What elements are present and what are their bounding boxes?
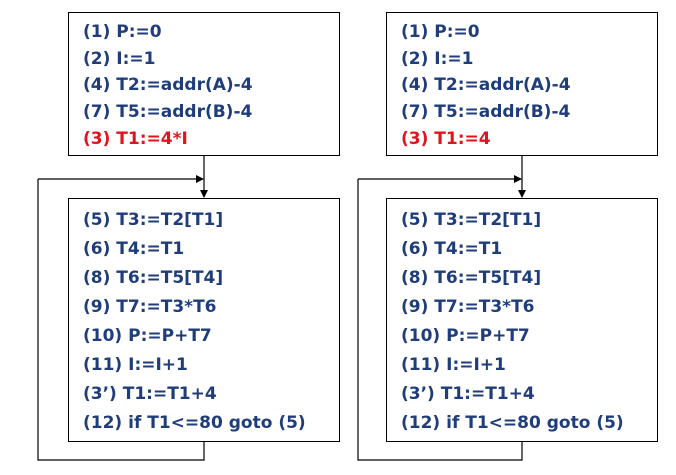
left-init-line-3: (4) T2:=addr(A)-4 bbox=[83, 75, 253, 95]
left-loop-line-7: (3’) T1:=T1+4 bbox=[83, 384, 217, 404]
right-loop-line-5: (10) P:=P+T7 bbox=[401, 326, 530, 346]
left-loop-line-4: (9) T7:=T3*T6 bbox=[83, 297, 217, 317]
left-loop-line-3: (8) T6:=T5[T4] bbox=[83, 268, 224, 288]
left-init-line-2: (2) I:=1 bbox=[83, 49, 156, 69]
right-loop-line-2: (6) T4:=T1 bbox=[401, 239, 503, 259]
right-back-edge bbox=[357, 179, 523, 461]
right-loop-block: (5) T3:=T2[T1] (6) T4:=T1 (8) T6:=T5[T4]… bbox=[386, 198, 658, 442]
right-loop-line-4: (9) T7:=T3*T6 bbox=[401, 297, 535, 317]
left-init-line-4: (7) T5:=addr(B)-4 bbox=[83, 102, 253, 122]
left-loop-line-6: (11) I:=I+1 bbox=[83, 355, 188, 375]
left-init-line-1: (1) P:=0 bbox=[83, 22, 162, 42]
left-init-block: (1) P:=0 (2) I:=1 (4) T2:=addr(A)-4 (7) … bbox=[68, 12, 340, 156]
right-loop-line-6: (11) I:=I+1 bbox=[401, 355, 506, 375]
right-init-line-5: (3) T1:=4 bbox=[401, 129, 491, 149]
left-loop-line-2: (6) T4:=T1 bbox=[83, 239, 185, 259]
left-loop-line-5: (10) P:=P+T7 bbox=[83, 326, 212, 346]
left-init-line-5: (3) T1:=4*I bbox=[83, 129, 188, 149]
left-back-edge bbox=[37, 179, 205, 461]
right-init-line-4: (7) T5:=addr(B)-4 bbox=[401, 102, 571, 122]
left-loop-line-1: (5) T3:=T2[T1] bbox=[83, 210, 224, 230]
right-init-block: (1) P:=0 (2) I:=1 (4) T2:=addr(A)-4 (7) … bbox=[386, 12, 658, 156]
right-loop-line-1: (5) T3:=T2[T1] bbox=[401, 210, 542, 230]
right-init-line-2: (2) I:=1 bbox=[401, 49, 474, 69]
right-loop-line-7: (3’) T1:=T1+4 bbox=[401, 384, 535, 404]
left-loop-line-8: (12) if T1<=80 goto (5) bbox=[83, 413, 306, 433]
left-loop-block: (5) T3:=T2[T1] (6) T4:=T1 (8) T6:=T5[T4]… bbox=[68, 198, 340, 442]
right-loop-line-8: (12) if T1<=80 goto (5) bbox=[401, 413, 624, 433]
right-init-line-1: (1) P:=0 bbox=[401, 22, 480, 42]
right-loop-line-3: (8) T6:=T5[T4] bbox=[401, 268, 542, 288]
right-init-line-3: (4) T2:=addr(A)-4 bbox=[401, 75, 571, 95]
